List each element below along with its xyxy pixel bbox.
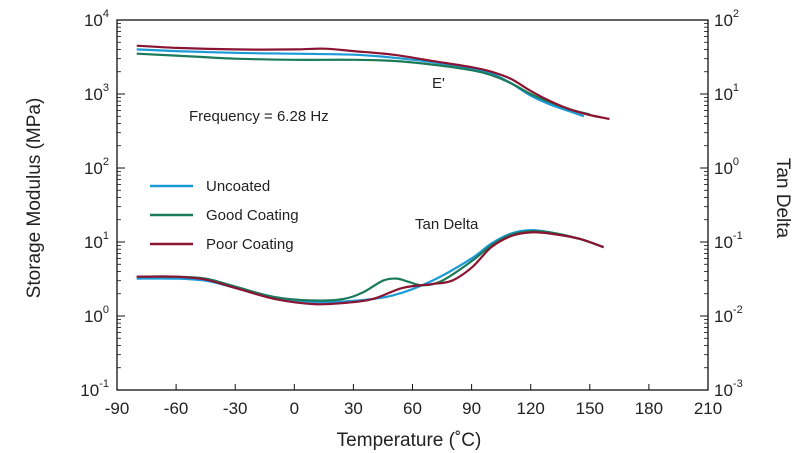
x-tick-label: 90 xyxy=(462,399,481,418)
x-tick-label: 150 xyxy=(576,399,604,418)
left-y-tick-label: 103 xyxy=(84,82,109,104)
left-y-tick-label: 101 xyxy=(84,230,109,252)
x-tick-label: 60 xyxy=(403,399,422,418)
right-y-axis-title: Tan Delta xyxy=(772,158,793,239)
storage-modulus-annotation: E' xyxy=(432,75,445,92)
legend-label-poor-coating: Poor Coating xyxy=(206,236,294,253)
left-y-tick-label: 10-1 xyxy=(80,378,109,400)
x-tick-label: -30 xyxy=(223,399,248,418)
right-y-tick-label: 10-1 xyxy=(714,230,743,252)
right-y-tick-label: 100 xyxy=(714,156,739,178)
frequency-annotation: Frequency = 6.28 Hz xyxy=(189,108,329,125)
legend-label-uncoated: Uncoated xyxy=(206,178,270,195)
right-y-tick-label: 101 xyxy=(714,82,739,104)
x-axis-title: Temperature (˚C) xyxy=(337,430,482,451)
x-tick-label: 30 xyxy=(344,399,363,418)
right-y-tick-label: 10-2 xyxy=(714,304,743,326)
right-y-tick-label: 102 xyxy=(714,8,739,30)
x-tick-label: 210 xyxy=(694,399,722,418)
left-y-tick-label: 100 xyxy=(84,304,109,326)
x-tick-label: -90 xyxy=(105,399,130,418)
x-axis-ticks: -90 -60 -30 0 30 60 90 120 150 180 210 xyxy=(105,384,722,418)
legend-label-good-coating: Good Coating xyxy=(206,207,299,224)
curves xyxy=(137,46,610,305)
x-tick-label: -60 xyxy=(164,399,189,418)
right-y-tick-label: 10-3 xyxy=(714,378,743,400)
x-tick-label: 0 xyxy=(290,399,299,418)
plot-frame xyxy=(117,20,708,390)
x-tick-label: 120 xyxy=(517,399,545,418)
left-y-axis-ticks: 104 103 102 101 100 10-1 xyxy=(80,8,125,400)
left-y-axis-title: Storage Modulus (MPa) xyxy=(24,98,45,299)
x-tick-label: 180 xyxy=(635,399,663,418)
left-y-tick-label: 104 xyxy=(84,8,109,30)
left-y-tick-label: 102 xyxy=(84,156,109,178)
tan-delta-annotation: Tan Delta xyxy=(415,216,479,233)
legend: Uncoated Good Coating Poor Coating xyxy=(150,178,299,253)
plot-border xyxy=(117,20,708,390)
right-y-axis-ticks: 102 101 100 10-1 10-2 10-3 xyxy=(700,8,743,400)
